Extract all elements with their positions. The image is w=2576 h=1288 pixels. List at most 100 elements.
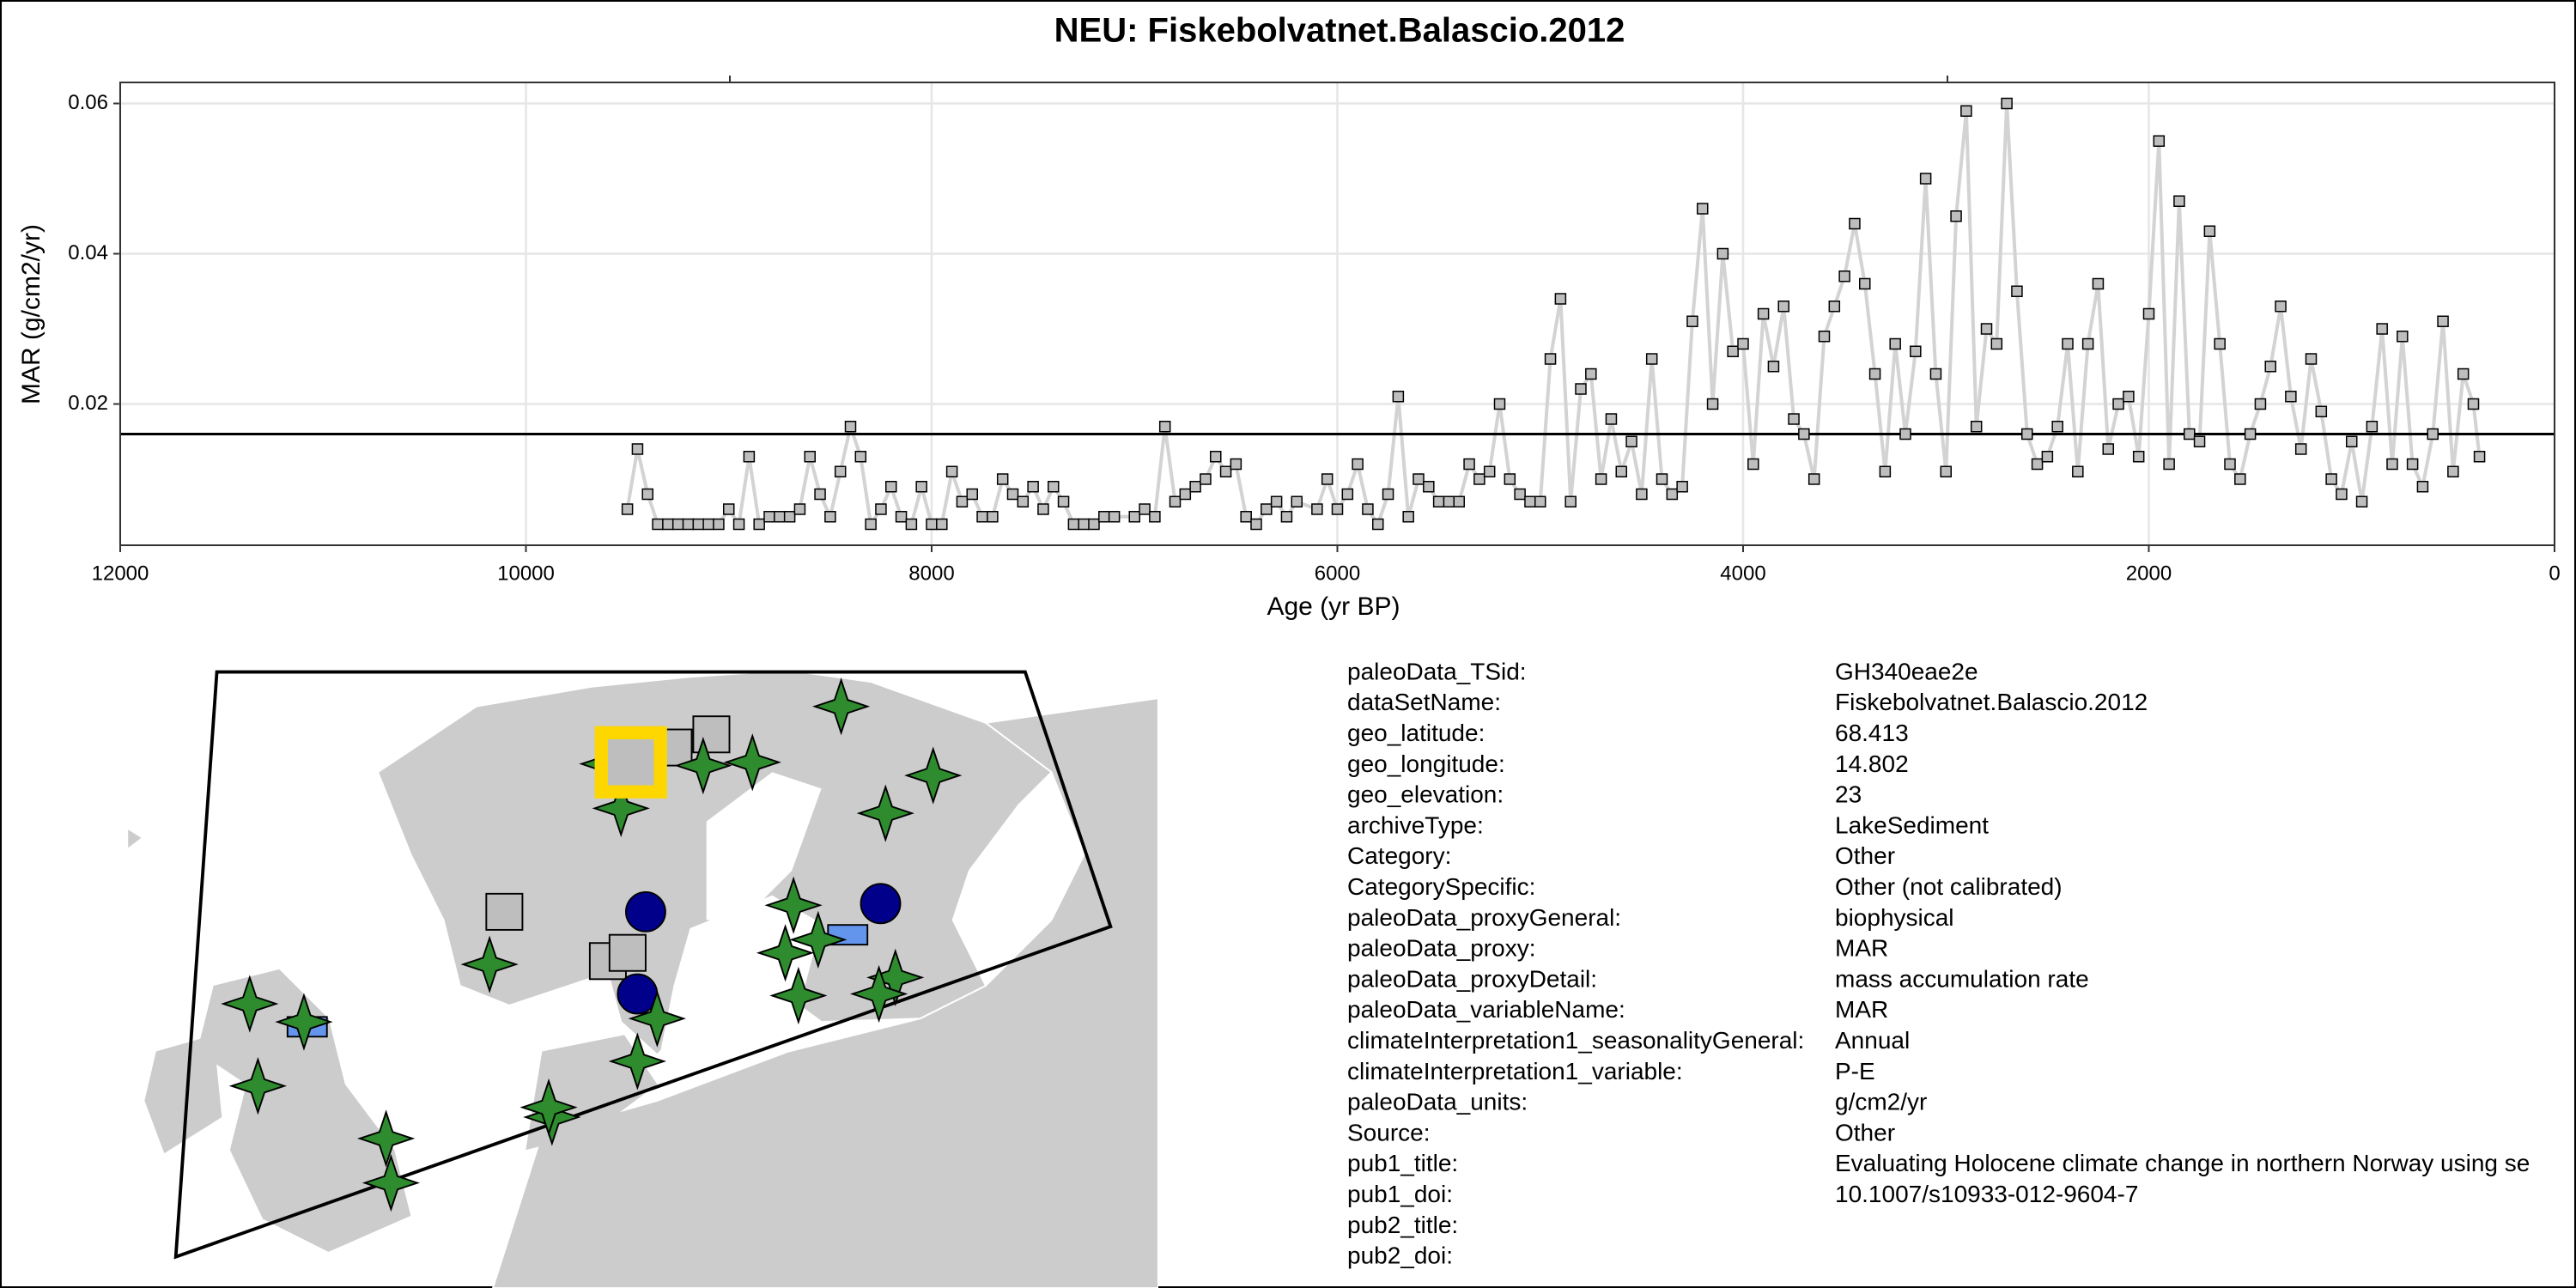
data-point <box>1686 315 1698 327</box>
data-point <box>1158 421 1171 433</box>
metadata-key: pub2_title: <box>1347 1212 1458 1238</box>
data-point <box>2336 488 2348 501</box>
data-point <box>1504 473 1516 485</box>
data-point <box>2072 465 2084 477</box>
data-point <box>1656 473 1668 485</box>
metadata-value: 10.1007/s10933-012-9604-7 <box>1835 1181 2138 1207</box>
data-point <box>905 518 918 531</box>
data-point <box>1291 495 1303 507</box>
data-point <box>2437 315 2449 327</box>
data-point <box>1990 337 2003 350</box>
data-point <box>1807 473 1820 485</box>
data-point <box>1645 353 1658 365</box>
data-point <box>1625 435 1637 447</box>
metadata-value: Fiskebolvatnet.Balascio.2012 <box>1835 689 2148 715</box>
data-point <box>1980 323 1993 335</box>
data-point <box>1605 413 1618 425</box>
data-point <box>2031 458 2044 471</box>
data-point <box>1402 511 1414 523</box>
x-tick-label: 0 <box>2549 562 2560 585</box>
metadata-value: P-E <box>1835 1058 1875 1084</box>
data-point <box>1463 458 1475 471</box>
data-point <box>1261 503 1273 515</box>
data-point <box>1828 301 1841 313</box>
data-point <box>1280 511 1293 523</box>
metadata-value: biophysical <box>1835 904 1954 931</box>
metadata-key: pub1_doi: <box>1347 1181 1453 1207</box>
data-point <box>1554 293 1567 305</box>
data-point <box>1027 481 1039 493</box>
data-point <box>1777 301 1789 313</box>
metadata-table: paleoData_TSid: GH340eae2e dataSetName: Fis… <box>1347 658 2530 1268</box>
metadata-key: pub1_title: <box>1347 1150 1458 1176</box>
data-point <box>631 443 644 455</box>
metadata-key: climateInterpretation1_seasonalityGenera… <box>1347 1027 1804 1054</box>
data-point <box>1585 368 1597 380</box>
data-point <box>713 518 725 531</box>
selected-site <box>594 726 667 799</box>
data-point <box>1910 345 1922 357</box>
data-point <box>1098 511 1110 523</box>
data-point <box>702 518 714 531</box>
data-point <box>2416 481 2429 493</box>
data-point <box>1423 481 1435 493</box>
metadata-value: g/cm2/yr <box>1835 1089 1927 1115</box>
data-point <box>824 511 836 523</box>
data-point <box>1838 270 1850 283</box>
data-point <box>1868 368 1881 380</box>
data-point <box>956 495 969 507</box>
metadata-key: climateInterpretation1_variable: <box>1347 1058 1683 1084</box>
data-point <box>1899 428 1911 440</box>
data-point <box>844 421 857 433</box>
metadata-value: MAR <box>1835 935 1888 962</box>
x-tick-label: 2000 <box>2126 562 2172 585</box>
x-tick-label: 10000 <box>497 562 555 585</box>
land <box>128 829 142 848</box>
data-point <box>1544 353 1557 365</box>
metadata-key: archiveType: <box>1347 811 1484 838</box>
map <box>128 669 1158 1288</box>
land <box>197 969 411 1252</box>
data-point <box>774 511 786 523</box>
data-point <box>2123 391 2135 403</box>
data-point <box>2467 398 2480 410</box>
data-point <box>2294 443 2307 455</box>
data-point <box>1088 518 1100 531</box>
data-point <box>1006 488 1019 501</box>
data-point <box>987 511 999 523</box>
data-point <box>2244 428 2257 440</box>
metadata-key: Category: <box>1347 842 1451 869</box>
data-point <box>1575 383 1587 395</box>
data-point <box>2473 451 2486 463</box>
metadata-value: Other <box>1835 1119 1895 1145</box>
metadata-value: GH340eae2e <box>1835 658 1978 684</box>
data-point <box>1067 518 1080 531</box>
data-point <box>783 511 796 523</box>
data-point <box>1697 203 1709 215</box>
data-point <box>1879 465 1892 477</box>
data-point <box>1372 518 1384 531</box>
data-point <box>2315 405 2328 417</box>
data-point <box>1139 503 1151 515</box>
data-point <box>1818 331 1831 343</box>
data-point <box>1362 503 1374 515</box>
data-point <box>1950 210 1962 222</box>
data-point <box>2346 435 2358 447</box>
data-point <box>1889 337 1901 350</box>
data-point <box>854 451 867 463</box>
metadata-key: paleoData_TSid: <box>1347 658 1527 684</box>
metadata-value: MAR <box>1835 996 1888 1023</box>
data-point <box>1595 473 1607 485</box>
x-tick-label: 12000 <box>92 562 149 585</box>
data-point <box>926 518 938 531</box>
metadata-key: paleoData_variableName: <box>1347 996 1625 1023</box>
metadata-key: pub2_doi: <box>1347 1242 1453 1269</box>
data-point <box>2142 307 2155 320</box>
data-point <box>2203 225 2216 237</box>
data-point <box>2275 301 2287 313</box>
map-extent <box>173 670 1113 1260</box>
data-point <box>1960 105 1972 117</box>
data-point <box>1108 511 1121 523</box>
data-point <box>682 518 695 531</box>
